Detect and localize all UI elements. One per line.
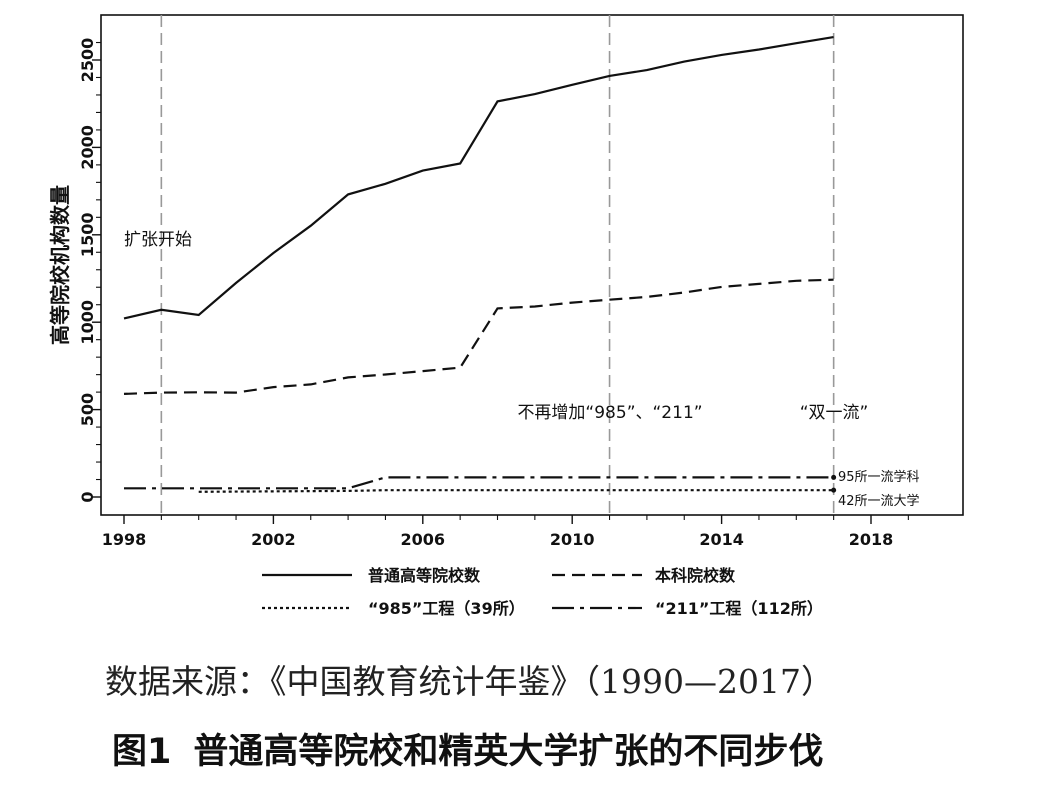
legend-label: “985”工程（39所） — [368, 599, 525, 618]
series-line-4 — [124, 476, 834, 490]
endpoint-marker — [831, 474, 837, 480]
endpoint-marker — [831, 487, 837, 493]
annotation: 不再增加“985”、“211” — [517, 403, 702, 423]
x-tick-label: 2006 — [401, 530, 446, 549]
annotation: 42所一流大学 — [838, 493, 920, 509]
plot-frame — [100, 14, 964, 516]
series-line-2 — [123, 278, 834, 395]
y-tick-label: 0 — [78, 491, 97, 502]
x-tick-label: 2014 — [699, 530, 744, 549]
figure-title: 普通高等院校和精英大学扩张的不同步伐 — [193, 732, 824, 772]
y-tick-label: 2500 — [78, 38, 97, 83]
series-line-1 — [123, 36, 834, 320]
figure-number: 图1 — [112, 732, 172, 772]
x-tick-label: 2010 — [550, 530, 595, 549]
x-tick-label: 2002 — [251, 530, 296, 549]
figure-caption: 图1 普通高等院校和精英大学扩张的不同步伐 — [112, 723, 823, 774]
legend-label: “211”工程（112所） — [655, 599, 823, 618]
source-note: 数据来源：《中国教育统计年鉴》（1990—2017） — [105, 662, 834, 701]
y-axis-title: 高等院校机构数量 — [48, 185, 72, 345]
y-tick-label: 500 — [78, 393, 97, 426]
x-tick-label: 1998 — [102, 530, 147, 549]
annotation: 95所一流学科 — [838, 469, 920, 485]
y-tick-label: 2000 — [78, 125, 97, 170]
legend-label: 本科院校数 — [655, 566, 736, 585]
x-tick-label: 2018 — [849, 530, 894, 549]
chart: 0 500 1000 1500 2000 2500 1998 2002 2006 2010 2014… — [48, 14, 964, 618]
series-line-3 — [198, 489, 834, 493]
annotation: “双一流” — [800, 403, 869, 423]
legend-label: 普通高等院校数 — [368, 566, 481, 585]
y-tick-label: 1000 — [78, 300, 97, 345]
annotation: 扩张开始 — [124, 230, 192, 250]
y-tick-label: 1500 — [78, 213, 97, 258]
